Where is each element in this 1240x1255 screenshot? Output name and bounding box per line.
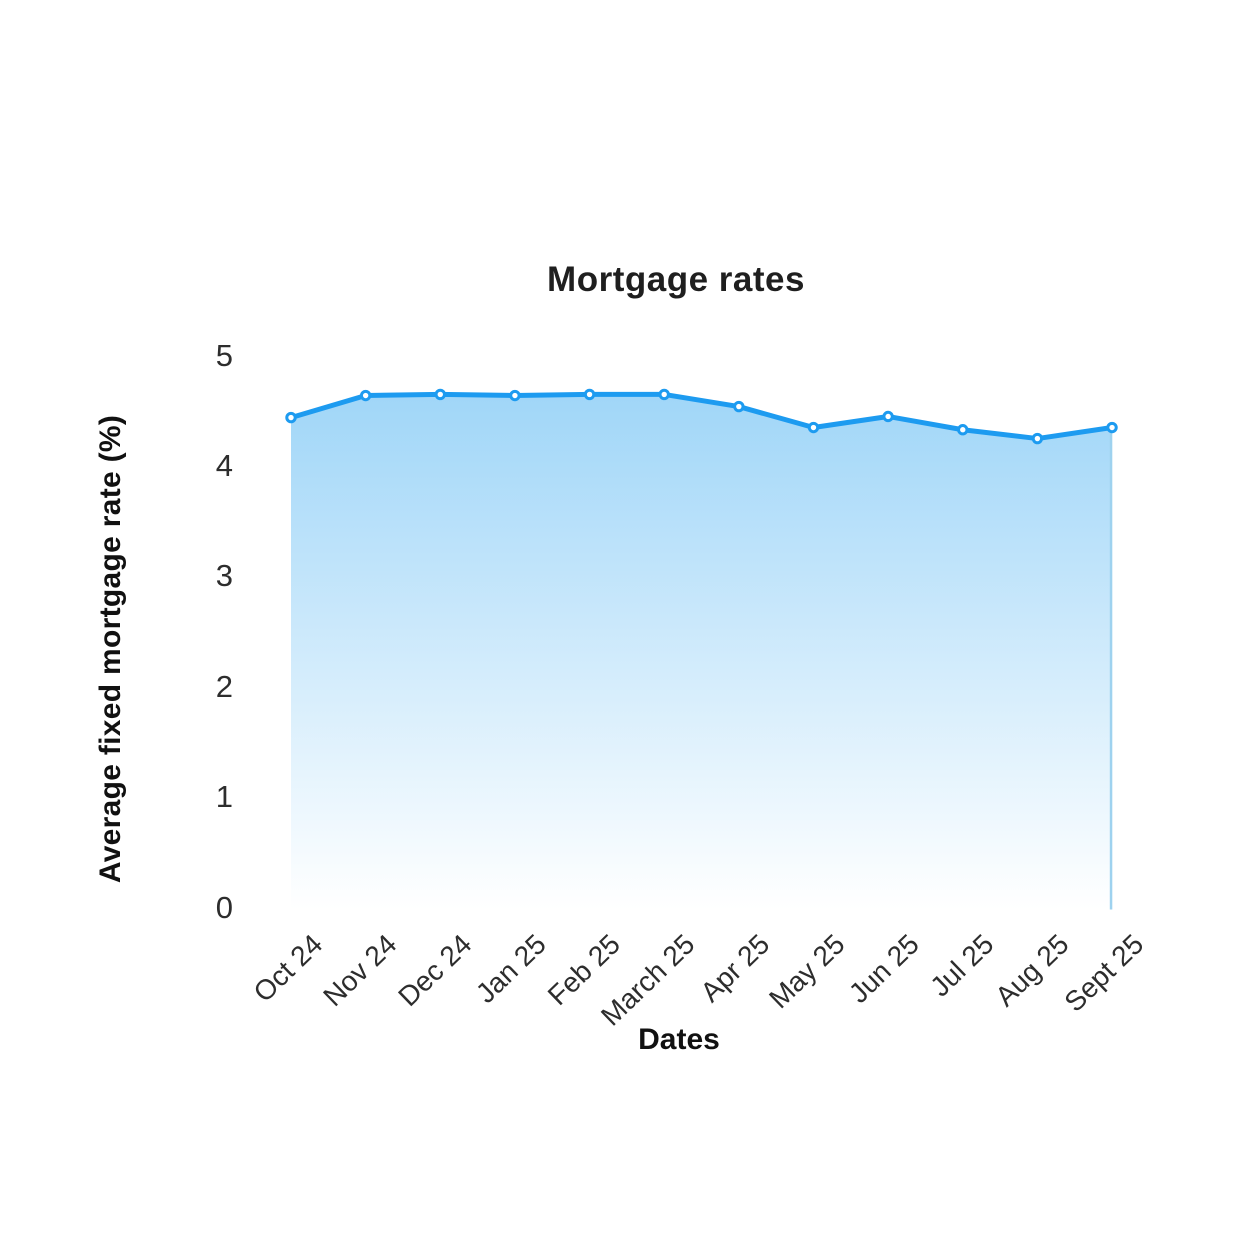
- data-point-marker[interactable]: [733, 400, 745, 413]
- data-point-marker[interactable]: [434, 388, 446, 401]
- y-tick-label: 5: [215, 337, 233, 373]
- data-point-marker[interactable]: [285, 411, 297, 424]
- data-point-marker[interactable]: [1106, 421, 1118, 434]
- chart-title: Mortgage rates: [547, 260, 805, 299]
- data-point-marker[interactable]: [583, 388, 596, 401]
- data-point-marker[interactable]: [359, 389, 372, 402]
- data-point-marker[interactable]: [1031, 432, 1044, 445]
- data-point-marker[interactable]: [882, 410, 894, 423]
- data-point-marker[interactable]: [957, 424, 969, 436]
- data-point-marker[interactable]: [509, 389, 521, 402]
- x-axis-title: Dates: [638, 1023, 720, 1056]
- y-tick-label: 0: [215, 889, 233, 925]
- series-line: [288, 391, 1115, 442]
- area-fill: [291, 394, 1113, 910]
- y-tick-label: 3: [215, 558, 233, 594]
- y-tick-label: 4: [215, 448, 233, 484]
- data-point-marker[interactable]: [658, 388, 670, 401]
- y-tick-label: 2: [215, 668, 233, 704]
- y-tick-label: 1: [215, 779, 233, 815]
- y-axis-title: Average fixed mortgage rate (%): [94, 414, 127, 884]
- data-point-marker[interactable]: [807, 421, 820, 434]
